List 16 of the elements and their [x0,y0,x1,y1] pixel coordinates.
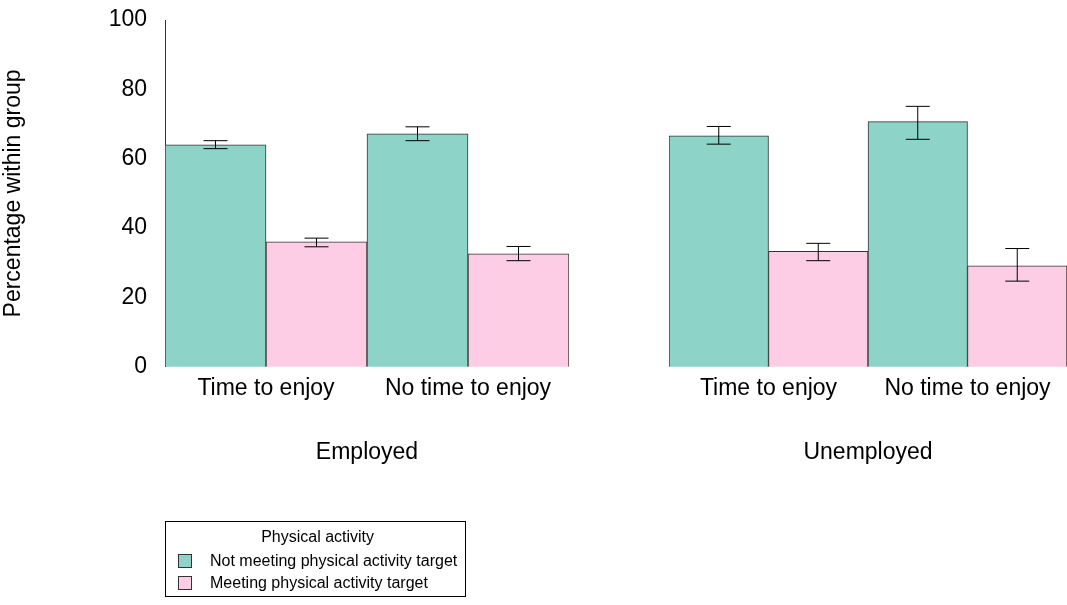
y-tick-label: 40 [121,213,147,240]
x-tick-label: No time to enjoy [384,373,552,400]
y-tick-label: 20 [121,282,147,309]
y-tick-label: 60 [121,144,147,171]
legend-title: Physical activity [260,528,376,546]
x-axis-title: Unemployed [803,437,933,464]
y-tick-label: 0 [134,352,147,379]
x-tick-label: No time to enjoy [884,373,1052,400]
legend-label: Not meeting physical activity target [210,552,458,570]
y-tick-label: 80 [121,74,147,101]
y-tick-label: 100 [108,5,147,32]
x-axis-title: Employed [315,437,419,464]
x-tick-label: Time to enjoy [197,373,336,400]
x-tick-label: Time to enjoy [699,373,838,400]
y-axis-title: Percentage within group [0,69,26,318]
legend-label: Meeting physical activity target [210,574,428,592]
